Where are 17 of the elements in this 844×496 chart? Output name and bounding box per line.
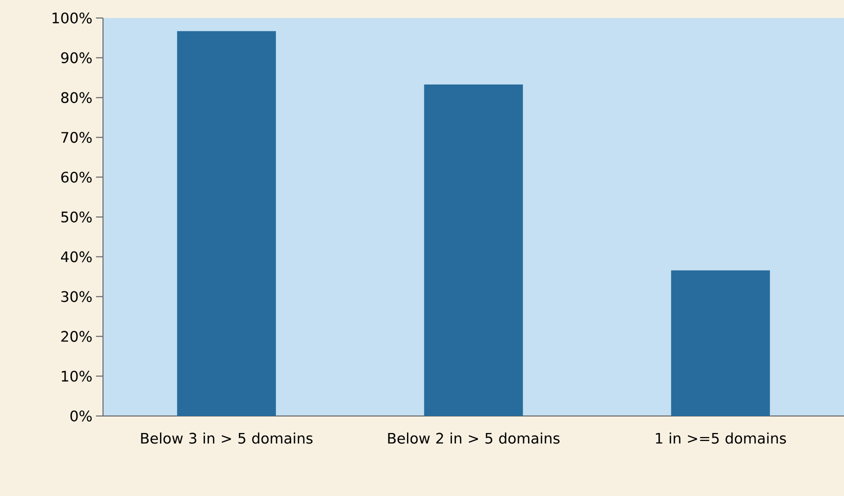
bar <box>671 270 770 416</box>
y-tick-label: 40% <box>60 251 92 262</box>
y-tick-label: 80% <box>61 92 92 104</box>
bar <box>424 84 523 416</box>
y-tick-label: 20% <box>61 330 92 342</box>
bar <box>177 31 276 416</box>
x-tick-label: Below 3 in > 5 domains <box>141 432 313 444</box>
y-tick-label: 70% <box>61 132 92 143</box>
y-tick-label: 90% <box>61 52 92 64</box>
y-tick-label: 30% <box>61 291 92 302</box>
y-tick-label: 10% <box>62 370 92 382</box>
y-tick-label: 50% <box>61 211 92 222</box>
y-tick-label: 0% <box>70 410 92 422</box>
y-tick-label: 100% <box>52 12 92 24</box>
y-tick-label: 60% <box>61 172 92 183</box>
x-tick-label: Below 2 in > 5 domains <box>388 432 560 444</box>
x-tick-label: 1 in >=5 domains <box>656 432 786 444</box>
